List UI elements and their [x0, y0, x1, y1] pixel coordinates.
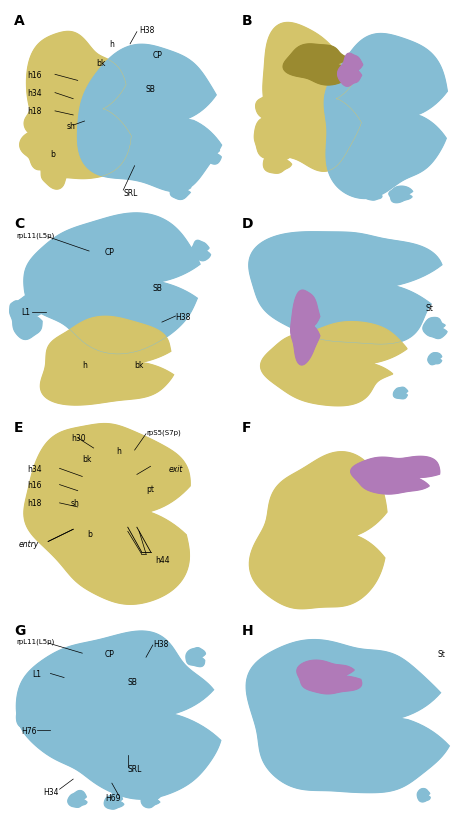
Text: H38: H38 — [175, 312, 191, 321]
Text: h: h — [82, 361, 87, 370]
Polygon shape — [24, 424, 190, 604]
Polygon shape — [291, 291, 320, 365]
Polygon shape — [393, 388, 408, 399]
Polygon shape — [191, 241, 210, 262]
Polygon shape — [324, 35, 447, 200]
Polygon shape — [186, 647, 205, 667]
Text: CP: CP — [105, 248, 115, 256]
Text: F: F — [242, 420, 251, 434]
Text: CP: CP — [153, 51, 163, 60]
Text: sh: sh — [66, 122, 75, 131]
Polygon shape — [255, 119, 283, 160]
Text: b: b — [87, 529, 91, 538]
Text: B: B — [242, 14, 252, 28]
Polygon shape — [346, 469, 378, 494]
Text: sh: sh — [71, 498, 80, 508]
Text: St: St — [437, 649, 445, 658]
Text: G: G — [14, 623, 26, 637]
Polygon shape — [351, 457, 440, 494]
Text: h44: h44 — [155, 556, 170, 565]
Text: h18: h18 — [27, 498, 42, 508]
Text: H38: H38 — [153, 638, 168, 647]
Text: entry: entry — [18, 539, 39, 548]
Text: rpL11(L5p): rpL11(L5p) — [16, 232, 55, 238]
Polygon shape — [255, 97, 281, 124]
Polygon shape — [249, 452, 387, 609]
Text: SB: SB — [128, 677, 137, 686]
Text: C: C — [14, 217, 24, 231]
Text: h34: h34 — [27, 89, 42, 98]
Text: h: h — [117, 446, 121, 455]
Polygon shape — [249, 233, 442, 344]
Text: SRL: SRL — [128, 764, 142, 773]
Text: bk: bk — [135, 361, 144, 370]
Polygon shape — [17, 703, 46, 735]
Polygon shape — [9, 295, 45, 340]
Text: H38: H38 — [139, 26, 155, 35]
Polygon shape — [337, 54, 363, 87]
Text: SB: SB — [146, 85, 156, 94]
Text: L1: L1 — [32, 669, 41, 678]
Text: h16: h16 — [27, 480, 42, 489]
Polygon shape — [10, 301, 23, 315]
Text: H34: H34 — [44, 787, 59, 796]
Text: pt: pt — [146, 484, 154, 493]
Polygon shape — [27, 32, 131, 180]
Text: L1: L1 — [21, 308, 30, 317]
Polygon shape — [417, 788, 430, 802]
Text: H: H — [242, 623, 253, 637]
Polygon shape — [264, 147, 292, 174]
Polygon shape — [364, 189, 383, 201]
Polygon shape — [17, 631, 221, 799]
Text: b: b — [50, 150, 55, 159]
Text: h18: h18 — [27, 108, 42, 116]
Polygon shape — [423, 318, 447, 339]
Polygon shape — [20, 132, 60, 171]
Text: H76: H76 — [21, 726, 36, 735]
Text: E: E — [14, 420, 24, 434]
Text: h: h — [109, 41, 114, 50]
Text: SB: SB — [153, 284, 163, 293]
Polygon shape — [428, 354, 442, 365]
Polygon shape — [283, 45, 351, 86]
Text: rpL11(L5p): rpL11(L5p) — [16, 638, 55, 644]
Text: St: St — [426, 304, 434, 313]
Polygon shape — [78, 46, 221, 192]
Polygon shape — [197, 144, 221, 165]
Polygon shape — [141, 792, 160, 808]
Polygon shape — [68, 791, 87, 807]
Text: bk: bk — [96, 59, 105, 68]
Polygon shape — [40, 317, 173, 406]
Polygon shape — [297, 661, 362, 694]
Polygon shape — [24, 214, 200, 354]
Polygon shape — [261, 322, 407, 407]
Polygon shape — [246, 640, 449, 792]
Polygon shape — [263, 23, 361, 172]
Polygon shape — [24, 103, 53, 135]
Text: exit: exit — [169, 465, 183, 474]
Text: rpS5(S7p): rpS5(S7p) — [146, 429, 181, 436]
Text: CP: CP — [105, 649, 115, 658]
Text: D: D — [242, 217, 253, 231]
Text: h30: h30 — [71, 434, 85, 443]
Polygon shape — [170, 182, 191, 200]
Polygon shape — [389, 187, 412, 204]
Text: SRL: SRL — [123, 189, 137, 197]
Text: H69: H69 — [105, 793, 120, 802]
Text: h16: h16 — [27, 70, 42, 79]
Text: bk: bk — [82, 454, 91, 463]
Text: h34: h34 — [27, 465, 42, 474]
Polygon shape — [104, 793, 124, 809]
Text: A: A — [14, 14, 25, 28]
Polygon shape — [40, 153, 70, 190]
